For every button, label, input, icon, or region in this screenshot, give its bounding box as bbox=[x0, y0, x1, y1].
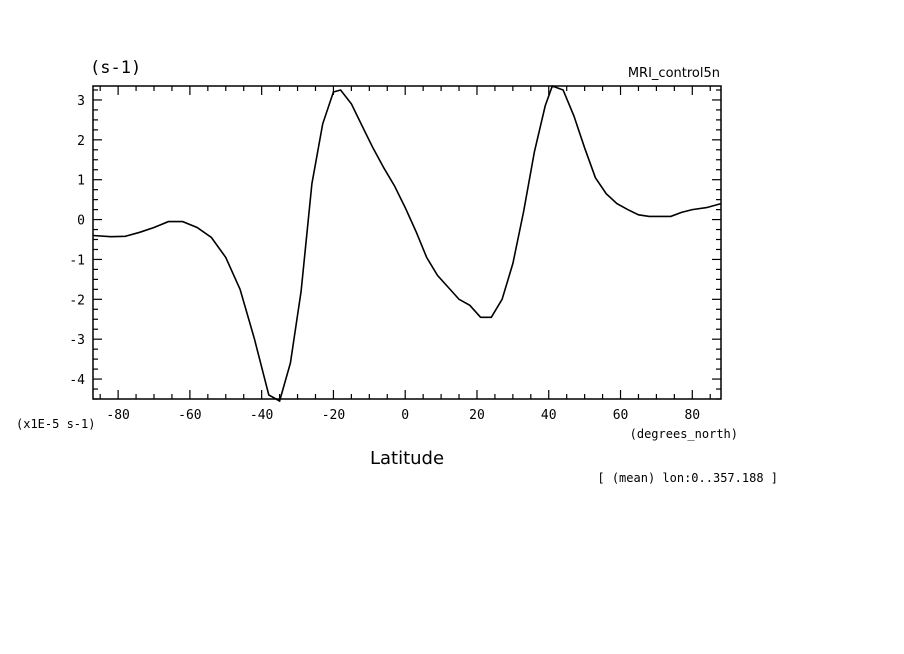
x-tick-label: 40 bbox=[541, 408, 557, 423]
y-tick-label: 0 bbox=[77, 214, 85, 229]
y-tick-labels: -4 -3 -2 -1 0 1 2 3 bbox=[69, 94, 85, 388]
scale-label: (x1E-5 s-1) bbox=[16, 417, 95, 431]
x-tick-label: -60 bbox=[178, 408, 201, 423]
x-tick-labels: -80 -60 -40 -20 0 20 40 60 80 bbox=[106, 408, 700, 423]
x-tick-label: 0 bbox=[401, 408, 409, 423]
x-axis-label: Latitude bbox=[370, 448, 444, 469]
x-tick-label: -40 bbox=[250, 408, 273, 423]
footnote: [ (mean) lon:0..357.188 ] bbox=[597, 471, 778, 485]
x-units-label: (degrees_north) bbox=[630, 427, 738, 441]
x-tick-label: 60 bbox=[613, 408, 629, 423]
y-tick-label: -1 bbox=[69, 253, 85, 268]
x-tick-marks bbox=[99, 86, 711, 399]
y-tick-label: 3 bbox=[77, 94, 85, 109]
x-tick-label: 20 bbox=[469, 408, 485, 423]
plot-area: -80 -60 -40 -20 0 20 40 60 80 -4 -3 -2 -1 0 1 2 3 bbox=[69, 84, 722, 423]
y-tick-label: 1 bbox=[77, 174, 85, 189]
y-tick-label: -3 bbox=[69, 333, 85, 348]
plot-frame bbox=[92, 85, 722, 400]
x-tick-label: 80 bbox=[684, 408, 700, 423]
y-tick-label: -4 bbox=[69, 373, 85, 388]
dataset-title: MRI_control5n bbox=[628, 66, 720, 81]
y-tick-label: 2 bbox=[77, 134, 85, 149]
x-tick-label: -20 bbox=[322, 408, 345, 423]
units-label: (s-1) bbox=[90, 58, 141, 78]
y-tick-label: -2 bbox=[69, 293, 85, 308]
y-tick-marks bbox=[93, 89, 721, 400]
x-tick-label: -80 bbox=[106, 408, 129, 423]
series-line bbox=[92, 84, 722, 403]
